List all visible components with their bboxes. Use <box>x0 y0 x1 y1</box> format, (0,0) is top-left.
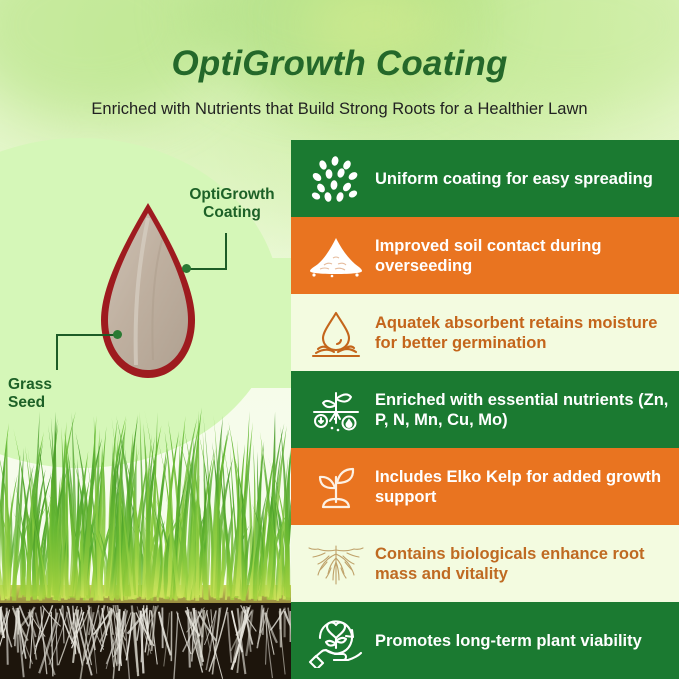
callout-line-vertical <box>56 334 58 370</box>
header: OptiGrowth Coating Enriched with Nutrien… <box>0 0 679 138</box>
callout-label-optigrowth-coating: OptiGrowth Coating <box>172 186 291 222</box>
coated-seed-graphic <box>96 200 200 382</box>
feature-text: Aquatek absorbent retains moisture for b… <box>375 313 658 352</box>
hand-heart-plant-icon <box>305 610 367 672</box>
sprout-icon <box>305 456 367 518</box>
feature-row[interactable]: Uniform coating for easy spreading <box>291 140 679 217</box>
seedling-roots-nutrients-icon <box>305 379 367 441</box>
callout-label-line1: OptiGrowth <box>189 186 275 203</box>
feature-row[interactable]: Includes Elko Kelp for added growth supp… <box>291 448 679 525</box>
soil-pile-icon <box>305 225 367 287</box>
callout-dot <box>182 264 191 273</box>
callout-label-grass-seed: Grass Seed <box>8 376 118 412</box>
feature-text: Contains biologicals enhance root mass a… <box>375 544 645 583</box>
feature-list: Uniform coating for easy spreading <box>291 140 679 679</box>
callout-line-horizontal <box>56 334 118 336</box>
feature-text: Promotes long-term plant viability <box>375 631 642 650</box>
feature-row[interactable]: Promotes long-term plant viability <box>291 602 679 679</box>
callout-label-line2: Seed <box>8 394 46 411</box>
feature-text: Uniform coating for easy spreading <box>375 169 653 188</box>
root-system-icon <box>305 533 367 595</box>
callout-label-line1: Grass <box>8 376 52 393</box>
callout-optigrowth-coating: OptiGrowth Coating <box>0 138 291 388</box>
callout-label-line2: Coating <box>203 204 261 221</box>
callout-dot <box>113 330 122 339</box>
feature-row[interactable]: Contains biologicals enhance root mass a… <box>291 525 679 602</box>
feature-text: Includes Elko Kelp for added growth supp… <box>375 467 662 506</box>
scattered-seeds-icon <box>305 148 367 210</box>
feature-text: Improved soil contact during overseeding <box>375 236 602 275</box>
callout-line-horizontal <box>187 268 227 270</box>
feature-text: Enriched with essential nutrients (Zn, P… <box>375 390 669 429</box>
seed-illustration-panel: OptiGrowth Coating Grass Seed <box>0 138 291 679</box>
feature-row[interactable]: Aquatek absorbent retains moisture for b… <box>291 294 679 371</box>
feature-row[interactable]: Enriched with essential nutrients (Zn, P… <box>291 371 679 448</box>
callout-line-vertical <box>225 233 227 270</box>
page-title: OptiGrowth Coating <box>171 44 508 83</box>
page-subtitle: Enriched with Nutrients that Build Stron… <box>91 100 588 118</box>
water-drop-splash-icon <box>305 302 367 364</box>
grass-photo <box>0 389 291 679</box>
feature-row[interactable]: Improved soil contact during overseeding <box>291 217 679 294</box>
callout-grass-seed: Grass Seed <box>0 138 291 438</box>
